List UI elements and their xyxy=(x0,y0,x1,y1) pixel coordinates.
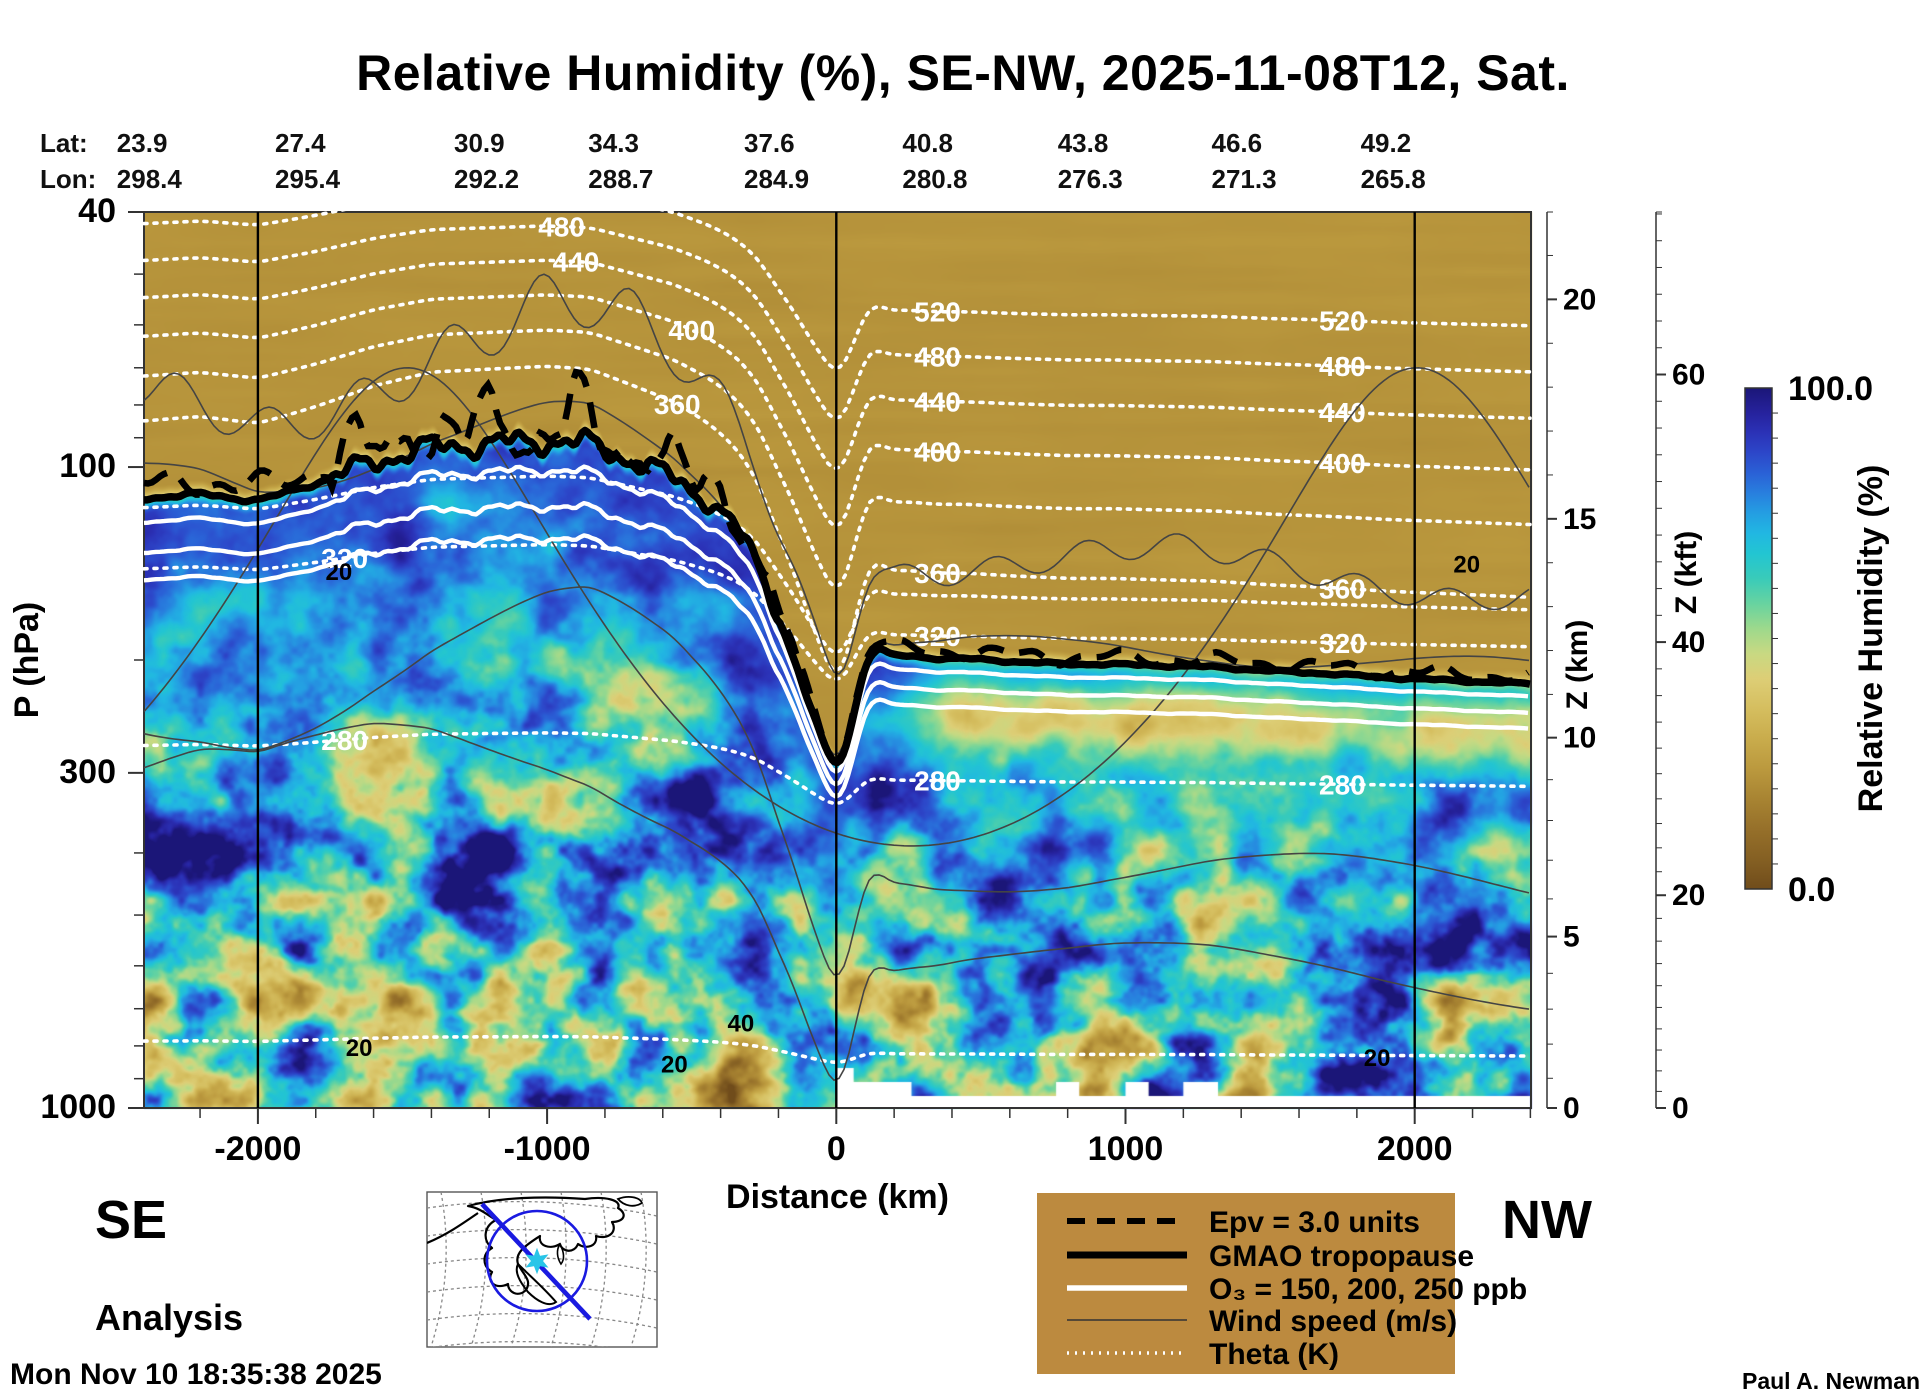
svg-text:10: 10 xyxy=(1563,722,1596,755)
svg-text:20: 20 xyxy=(661,1051,688,1078)
svg-text:20: 20 xyxy=(1453,551,1480,578)
svg-text:Z (km): Z (km) xyxy=(1561,620,1594,710)
svg-text:400: 400 xyxy=(914,436,961,467)
svg-text:20: 20 xyxy=(1672,879,1705,912)
svg-text:Wind speed (m/s): Wind speed (m/s) xyxy=(1209,1305,1457,1338)
svg-text:40: 40 xyxy=(1672,626,1705,659)
svg-text:Relative Humidity (%): Relative Humidity (%) xyxy=(1852,465,1890,813)
svg-text:Analysis: Analysis xyxy=(95,1297,243,1338)
svg-text:Epv = 3.0 units: Epv = 3.0 units xyxy=(1209,1206,1420,1239)
svg-text:20: 20 xyxy=(1563,283,1596,316)
svg-text:0: 0 xyxy=(827,1130,846,1168)
svg-text:480: 480 xyxy=(538,212,585,243)
svg-text:520: 520 xyxy=(914,297,961,328)
svg-text:480: 480 xyxy=(914,341,961,372)
svg-text:440: 440 xyxy=(914,387,961,418)
svg-text:360: 360 xyxy=(654,389,701,420)
svg-text:440: 440 xyxy=(1319,397,1366,428)
svg-text:Paul A. Newman (NASA): Paul A. Newman (NASA) xyxy=(1742,1368,1926,1394)
svg-text:1000: 1000 xyxy=(1088,1130,1164,1168)
svg-text:0: 0 xyxy=(1563,1092,1580,1125)
svg-text:20: 20 xyxy=(1364,1045,1391,1072)
svg-text:0.0: 0.0 xyxy=(1788,871,1835,909)
svg-text:Theta (K): Theta (K) xyxy=(1209,1338,1339,1371)
svg-text:-1000: -1000 xyxy=(504,1130,591,1168)
svg-text:100.0: 100.0 xyxy=(1788,370,1873,408)
svg-text:480: 480 xyxy=(1319,351,1366,382)
svg-text:Distance (km): Distance (km) xyxy=(726,1178,949,1216)
svg-text:NW: NW xyxy=(1502,1190,1592,1250)
svg-text:P (hPa): P (hPa) xyxy=(8,602,46,719)
svg-text:300: 300 xyxy=(59,753,116,791)
svg-text:Z (kft): Z (kft) xyxy=(1670,531,1703,614)
svg-text:2000: 2000 xyxy=(1377,1130,1453,1168)
svg-text:320: 320 xyxy=(914,621,961,652)
svg-text:-2000: -2000 xyxy=(214,1130,301,1168)
svg-text:40: 40 xyxy=(728,1011,755,1038)
svg-text:320: 320 xyxy=(1319,628,1366,659)
svg-text:440: 440 xyxy=(553,247,600,278)
svg-text:1000: 1000 xyxy=(40,1088,116,1126)
svg-text:100: 100 xyxy=(59,447,116,485)
svg-text:40: 40 xyxy=(78,192,116,230)
svg-text:280: 280 xyxy=(321,725,368,756)
svg-text:0: 0 xyxy=(1672,1092,1689,1125)
svg-text:GMAO tropopause: GMAO tropopause xyxy=(1209,1240,1474,1273)
svg-text:20: 20 xyxy=(346,1035,373,1062)
svg-text:280: 280 xyxy=(1319,769,1366,800)
svg-text:O₃ = 150, 200, 250 ppb: O₃ = 150, 200, 250 ppb xyxy=(1209,1273,1527,1306)
svg-text:5: 5 xyxy=(1563,921,1580,954)
svg-text:520: 520 xyxy=(1319,306,1366,337)
svg-text:60: 60 xyxy=(1672,359,1705,392)
svg-text:15: 15 xyxy=(1563,503,1596,536)
svg-text:SE: SE xyxy=(95,1190,167,1250)
svg-text:400: 400 xyxy=(668,315,715,346)
svg-text:360: 360 xyxy=(1319,573,1366,604)
svg-text:280: 280 xyxy=(914,766,961,797)
svg-text:Mon Nov 10 18:35:38 2025: Mon Nov 10 18:35:38 2025 xyxy=(10,1358,382,1391)
